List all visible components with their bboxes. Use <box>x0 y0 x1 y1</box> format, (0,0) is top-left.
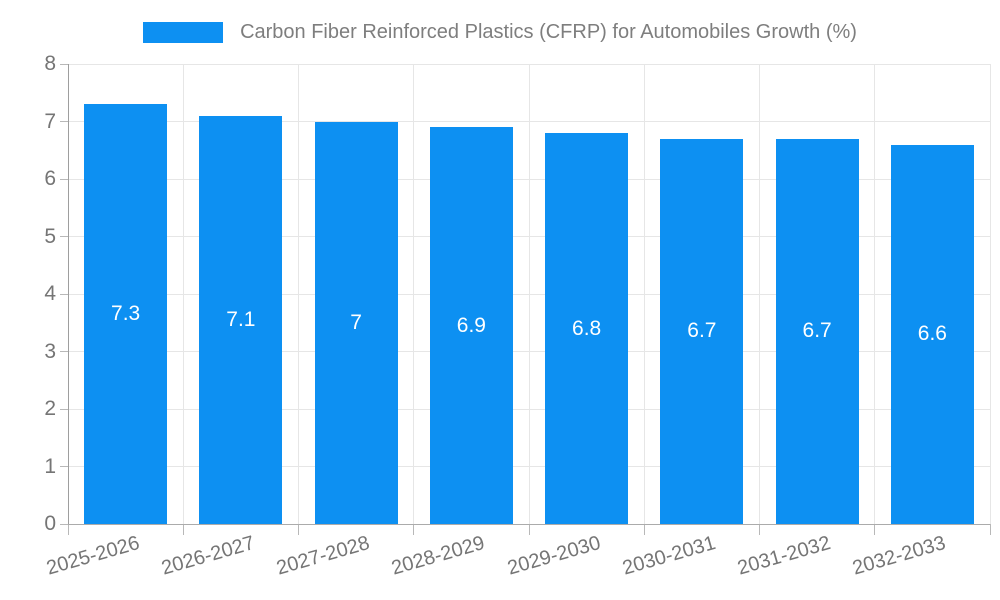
x-axis-tick <box>67 524 69 535</box>
bar-value-label: 6.7 <box>802 319 832 343</box>
x-axis-tick <box>989 524 991 535</box>
v-gridline <box>989 64 991 524</box>
x-axis-tick <box>182 524 184 535</box>
y-axis-tick-label: 1 <box>44 454 56 478</box>
x-axis-tick <box>874 524 876 535</box>
y-axis-tick-label: 6 <box>44 167 56 190</box>
y-axis-tick-label: 2 <box>44 397 56 420</box>
chart-legend[interactable]: Carbon Fiber Reinforced Plastics (CFRP) … <box>0 18 1000 46</box>
bar[interactable] <box>84 104 168 524</box>
y-axis-tick-label: 5 <box>44 224 56 248</box>
bar[interactable] <box>429 127 513 524</box>
y-axis-tick <box>60 293 68 295</box>
bar-value-label: 6.7 <box>687 319 717 343</box>
v-gridline <box>643 64 645 524</box>
y-axis-tick <box>60 121 68 122</box>
bar-value-label: 6.8 <box>572 316 602 340</box>
y-axis-tick-label: 0 <box>44 512 56 535</box>
bar[interactable] <box>775 138 859 524</box>
bar[interactable] <box>660 138 744 524</box>
x-axis-line <box>68 523 990 525</box>
v-gridline <box>182 64 184 524</box>
y-axis-tick <box>60 351 68 352</box>
x-axis-tick <box>759 524 760 535</box>
y-axis-tick <box>60 408 68 410</box>
y-axis-tick <box>60 63 68 65</box>
v-gridline <box>874 64 876 524</box>
bar[interactable] <box>199 115 283 524</box>
x-axis-tick <box>298 524 299 535</box>
bar-value-label: 7 <box>350 310 362 334</box>
y-axis-tick <box>60 236 68 237</box>
bar-value-label: 7.3 <box>111 302 141 326</box>
y-axis-tick-label: 8 <box>44 52 56 75</box>
v-gridline <box>528 64 530 524</box>
v-gridline <box>759 64 760 524</box>
v-gridline <box>413 64 415 524</box>
bar-value-label: 6.9 <box>456 313 486 337</box>
y-axis-tick <box>60 178 68 180</box>
bar-value-label: 7.1 <box>226 307 256 331</box>
chart-title: Carbon Fiber Reinforced Plastics (CFRP) … <box>240 20 857 43</box>
y-axis-tick-label: 7 <box>44 109 56 133</box>
bar[interactable] <box>545 133 629 524</box>
bar-value-label: 6.6 <box>917 322 947 346</box>
x-axis-tick <box>528 524 530 535</box>
legend-swatch <box>143 21 224 43</box>
bar[interactable] <box>890 144 974 524</box>
x-axis-tick <box>413 524 415 535</box>
x-axis-tick <box>643 524 645 535</box>
y-axis-tick-label: 3 <box>44 339 56 363</box>
y-axis-tick-label: 4 <box>44 282 56 305</box>
v-gridline <box>298 64 299 524</box>
y-axis-tick <box>60 466 68 467</box>
y-axis-tick <box>60 523 68 525</box>
bar[interactable] <box>314 121 398 524</box>
y-axis-line <box>67 64 69 524</box>
